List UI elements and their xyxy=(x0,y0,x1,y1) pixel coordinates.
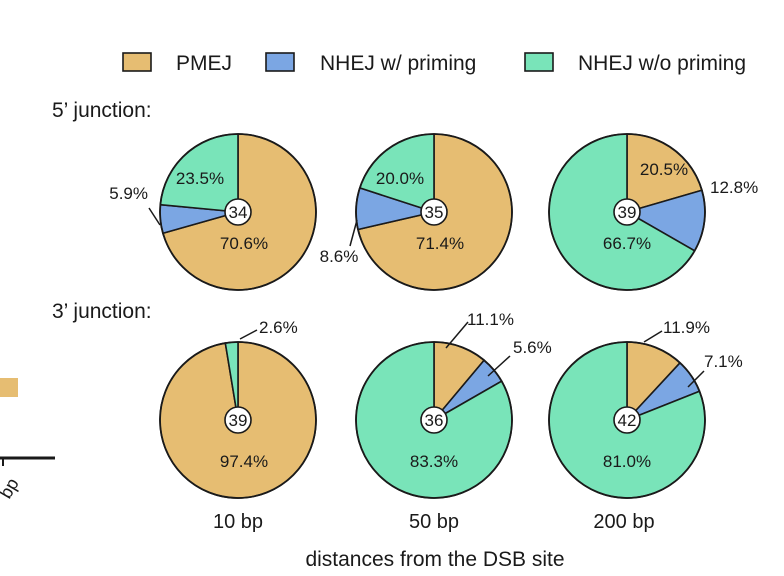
pie-4-leader-nhej-without-priming xyxy=(239,329,258,340)
pie-4-outline xyxy=(159,341,317,499)
pie-3-label-nhej-with-priming: 12.8% xyxy=(710,178,758,197)
pie-5-count: 36 xyxy=(425,411,444,430)
pie-6-label-nhej-with-priming: 7.1% xyxy=(704,352,743,371)
pie-2-count: 35 xyxy=(425,203,444,222)
pie-2-label-nhej-without-priming: 20.0% xyxy=(376,169,424,188)
column-label-50bp: 50 bp xyxy=(409,511,459,533)
pie-1: 34 70.6% 5.9% 23.5% xyxy=(109,133,317,291)
pie-5-label-nhej-without-priming: 83.3% xyxy=(410,452,458,471)
pie-1-count-badge xyxy=(224,198,252,226)
pie-5-leader-nhej-with-priming xyxy=(487,355,511,377)
partial-left-panel: bp xyxy=(0,378,55,502)
pie-3: 39 20.5% 12.8% 66.7% xyxy=(548,133,758,291)
pie-3-count-badge xyxy=(613,198,641,226)
legend: PMEJ NHEJ w/ priming NHEJ w/o priming xyxy=(122,52,746,75)
legend-swatch-nhej-without-priming xyxy=(524,52,554,72)
column-label-200bp: 200 bp xyxy=(593,511,654,533)
pie-5-count-badge xyxy=(420,406,448,434)
pie-3-count: 39 xyxy=(618,203,637,222)
pie-3-label-pmej: 20.5% xyxy=(640,160,688,179)
legend-item-pmej: PMEJ xyxy=(122,52,232,75)
pie-1-count: 34 xyxy=(229,203,248,222)
pie-1-label-pmej: 70.6% xyxy=(220,234,268,253)
pie-4-label-pmej: 97.4% xyxy=(220,452,268,471)
pie-5-leader-pmej xyxy=(445,321,469,349)
pie-2-outline xyxy=(355,133,513,291)
row-label-3-junction: 3’ junction: xyxy=(52,300,152,323)
pie-6-label-nhej-without-priming: 81.0% xyxy=(603,452,651,471)
partial-legend-swatch xyxy=(0,378,18,397)
pie-6-count: 42 xyxy=(618,411,637,430)
legend-item-nhej-without-priming: NHEJ w/o priming xyxy=(524,52,746,75)
pie-6: 42 11.9% 7.1% 81.0% xyxy=(548,318,743,499)
pie-3-label-nhej-without-priming: 66.7% xyxy=(603,234,651,253)
legend-label-nhej-with-priming: NHEJ w/ priming xyxy=(320,52,476,75)
pie-3-outline xyxy=(548,133,706,291)
pie-4-count: 39 xyxy=(229,411,248,430)
pie-6-count-badge xyxy=(613,406,641,434)
pie-5-label-pmej: 11.1% xyxy=(467,310,514,329)
legend-swatch-pmej xyxy=(122,52,152,72)
legend-label-pmej: PMEJ xyxy=(176,52,232,75)
pie-2-label-pmej: 71.4% xyxy=(416,234,464,253)
pie-1-leader-nhej-with-priming xyxy=(148,207,161,226)
pie-1-outline xyxy=(159,133,317,291)
pie-2-leader-nhej-with-priming xyxy=(349,219,358,247)
pie-2: 35 71.4% 8.6% 20.0% xyxy=(320,133,513,291)
pie-2-count-badge xyxy=(420,198,448,226)
pie-6-label-pmej: 11.9% xyxy=(663,318,710,337)
partial-tick-label: bp xyxy=(0,475,23,502)
row-label-5-junction: 5’ junction: xyxy=(52,99,152,122)
legend-item-nhej-with-priming: NHEJ w/ priming xyxy=(265,52,476,75)
pie-1-label-nhej-without-priming: 23.5% xyxy=(176,169,224,188)
pie-4-label-nhej-without-priming: 2.6% xyxy=(259,318,298,337)
pie-4: 39 97.4% 2.6% xyxy=(159,318,317,499)
pie-6-outline xyxy=(548,341,706,499)
pie-5-outline xyxy=(355,341,513,499)
pie-5: 36 11.1% 5.6% 83.3% xyxy=(355,310,552,499)
x-axis-label: distances from the DSB site xyxy=(305,548,564,571)
column-label-10bp: 10 bp xyxy=(213,511,263,533)
pies: 34 70.6% 5.9% 23.5% 35 71.4% 8.6% 20.0% 39 20.5% 1… xyxy=(109,133,758,499)
pie-4-count-badge xyxy=(224,406,252,434)
pie-6-leader-pmej xyxy=(643,330,663,343)
pie-5-label-nhej-with-priming: 5.6% xyxy=(513,338,552,357)
pie-1-label-nhej-with-priming: 5.9% xyxy=(109,184,148,203)
pie-6-leader-nhej-with-priming xyxy=(687,370,705,388)
legend-swatch-nhej-with-priming xyxy=(265,52,295,72)
pie-2-label-nhej-with-priming: 8.6% xyxy=(320,247,359,266)
legend-label-nhej-without-priming: NHEJ w/o priming xyxy=(578,52,746,75)
